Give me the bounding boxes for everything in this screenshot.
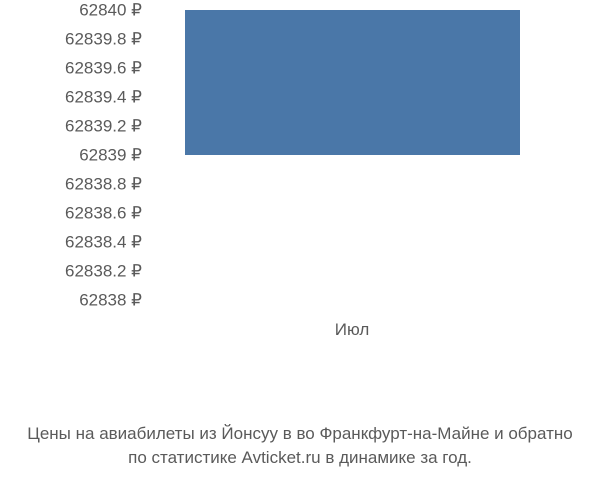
y-tick-label: 62839.2 ₽ xyxy=(2,118,142,135)
y-tick-label: 62839.4 ₽ xyxy=(2,89,142,106)
price-chart: 62840 ₽ 62839.8 ₽ 62839.6 ₽ 62839.4 ₽ 62839.… xyxy=(0,0,600,500)
y-tick-label: 62838 ₽ xyxy=(2,292,142,309)
y-tick-label: 62839 ₽ xyxy=(2,147,142,164)
x-axis-label: Июл xyxy=(335,320,370,340)
y-tick-label: 62838.6 ₽ xyxy=(2,205,142,222)
y-tick-label: 62838.4 ₽ xyxy=(2,234,142,251)
caption-line-1: Цены на авиабилеты из Йонсуу в во Франкф… xyxy=(0,422,600,446)
y-tick-label: 62838.2 ₽ xyxy=(2,263,142,280)
caption-line-2: по статистике Avticket.ru в динамике за … xyxy=(0,446,600,470)
y-tick-label: 62839.6 ₽ xyxy=(2,60,142,77)
chart-caption: Цены на авиабилеты из Йонсуу в во Франкф… xyxy=(0,422,600,470)
y-tick-label: 62840 ₽ xyxy=(2,2,142,19)
plot-area xyxy=(175,10,530,300)
y-tick-label: 62839.8 ₽ xyxy=(2,31,142,48)
price-bar xyxy=(185,10,520,155)
y-tick-label: 62838.8 ₽ xyxy=(2,176,142,193)
